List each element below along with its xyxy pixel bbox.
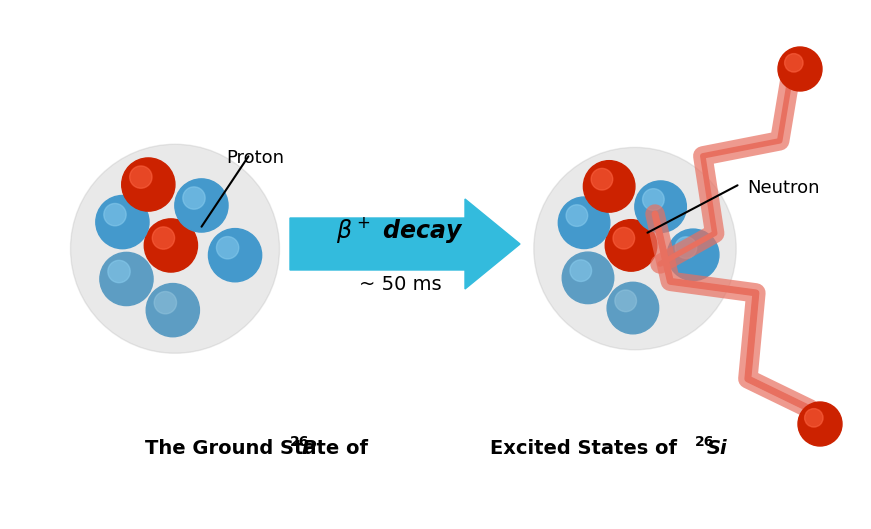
Circle shape [613, 227, 635, 249]
Text: $\beta^+$ decay: $\beta^+$ decay [336, 215, 463, 245]
Text: Proton: Proton [226, 149, 284, 167]
Circle shape [591, 168, 613, 190]
Circle shape [216, 236, 239, 259]
Circle shape [130, 166, 152, 188]
Text: ~ 50 ms: ~ 50 ms [359, 275, 442, 294]
Circle shape [785, 53, 803, 72]
Circle shape [635, 181, 686, 232]
Text: Si: Si [707, 440, 727, 459]
Circle shape [607, 282, 658, 334]
Text: 26: 26 [290, 435, 309, 449]
Circle shape [208, 229, 261, 282]
Circle shape [558, 197, 610, 249]
Circle shape [183, 187, 206, 209]
Circle shape [563, 252, 614, 304]
Circle shape [605, 220, 657, 271]
Circle shape [798, 402, 842, 446]
Circle shape [805, 408, 823, 427]
Circle shape [104, 204, 126, 226]
Circle shape [154, 291, 177, 314]
Circle shape [667, 229, 719, 280]
Circle shape [122, 158, 175, 211]
Circle shape [145, 219, 198, 272]
Circle shape [152, 227, 174, 249]
Ellipse shape [534, 148, 736, 350]
Text: 26: 26 [695, 435, 714, 449]
Text: P: P [302, 440, 316, 459]
Circle shape [570, 260, 591, 281]
Circle shape [675, 237, 697, 259]
Circle shape [100, 252, 153, 306]
Circle shape [175, 179, 228, 232]
Circle shape [584, 161, 635, 212]
Circle shape [643, 189, 665, 211]
Circle shape [146, 284, 199, 337]
Text: Neutron: Neutron [747, 179, 820, 197]
Text: Excited States of: Excited States of [490, 440, 684, 459]
FancyArrow shape [290, 199, 520, 289]
Circle shape [778, 47, 822, 91]
Ellipse shape [71, 144, 280, 353]
Circle shape [96, 196, 149, 249]
Text: The Ground State of: The Ground State of [145, 440, 375, 459]
Circle shape [108, 260, 130, 282]
Circle shape [566, 205, 588, 226]
Circle shape [615, 290, 637, 312]
